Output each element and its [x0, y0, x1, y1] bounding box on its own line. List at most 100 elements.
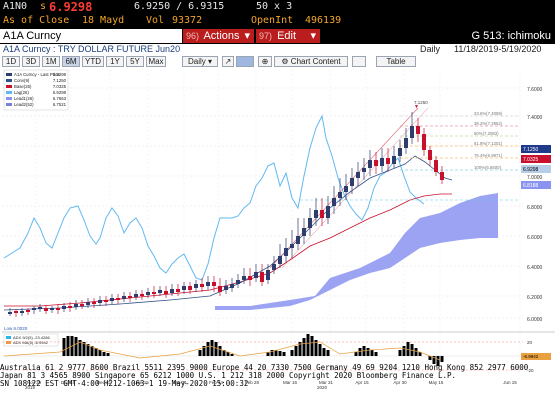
period-button-max[interactable]: Max: [146, 56, 166, 67]
period-button-1y[interactable]: 1Y: [106, 56, 124, 67]
legend-value: 7.1250: [53, 78, 67, 83]
legend-box: [3, 69, 69, 111]
candle-body: [104, 300, 108, 302]
legend-swatch: [6, 79, 12, 82]
candle-body: [404, 138, 408, 148]
chart-type-button[interactable]: [236, 56, 254, 67]
frequency-select[interactable]: Daily ▾: [182, 56, 218, 67]
histogram-bar: [406, 342, 410, 356]
candle-body: [272, 264, 276, 270]
chart-panel: A1A Curncy : TRY DOLLAR FUTURE Jun20 Dai…: [0, 44, 555, 400]
high-marker-label: 7.1250: [414, 100, 428, 105]
histogram-bar: [374, 352, 378, 356]
year-axis-label: 2019: [25, 385, 36, 390]
sub-right-label: -6.9942: [523, 354, 539, 359]
date-axis-label: Apr 30: [393, 380, 407, 385]
candle-body: [242, 276, 246, 280]
date-range: 11/18/2019-5/19/2020: [454, 44, 542, 54]
period-button-5y[interactable]: 5Y: [126, 56, 144, 67]
security-input[interactable]: A1A Curncy: [0, 29, 182, 43]
period-button-6m[interactable]: 6M: [62, 56, 80, 67]
candle-body: [230, 284, 234, 288]
actions-menu-button[interactable]: 96) Actions ▾: [183, 29, 254, 43]
legend-label: Conv(9): [14, 78, 30, 83]
date-axis-label: Feb 14: [209, 380, 224, 385]
edit-menu-button[interactable]: 97) Edit ▾: [256, 29, 320, 43]
candle-body: [398, 148, 402, 156]
sub-legend-label: ADX MA(5) -6.9942: [13, 340, 49, 345]
histogram-bar: [202, 346, 206, 356]
histogram-bar: [398, 350, 402, 356]
candle-body: [428, 150, 432, 160]
candle-body: [296, 236, 300, 244]
histogram-bar: [198, 350, 202, 356]
chevron-down-icon: ▾: [310, 30, 316, 42]
period-button-3d[interactable]: 3D: [22, 56, 40, 67]
candle-body: [386, 158, 390, 164]
candle-body: [188, 286, 192, 290]
candle-body: [332, 198, 336, 206]
histogram-bar: [278, 351, 282, 356]
candle-body: [254, 272, 258, 278]
open-interest-value: 496139: [305, 15, 342, 26]
draw-tool-button[interactable]: ↗: [222, 56, 234, 67]
candle-body: [440, 172, 444, 180]
histogram-bar: [354, 352, 358, 356]
candle-body: [32, 308, 36, 310]
legend-swatch: [6, 103, 12, 106]
histogram-bar: [440, 356, 444, 362]
histogram-bar: [432, 356, 436, 364]
candle-body: [410, 126, 414, 138]
histogram-bar: [428, 356, 432, 360]
histogram-bar: [414, 348, 418, 356]
frequency-label: Daily: [420, 44, 441, 54]
histogram-bar: [294, 346, 298, 356]
candle-body: [158, 290, 162, 293]
base-line: [4, 193, 452, 307]
sub-legend-swatch: [6, 336, 11, 339]
add-button[interactable]: ⊕: [258, 56, 272, 67]
candle-body: [362, 168, 366, 172]
right-value-label: 6.9298: [523, 167, 539, 173]
histogram-bar: [418, 352, 422, 356]
histogram-bar: [366, 348, 370, 356]
price-axis-label: 6.4000: [527, 265, 543, 271]
candle-body: [224, 286, 228, 290]
candle-body: [218, 286, 222, 292]
legend-value: 6.9298: [53, 72, 67, 77]
candle-body: [212, 282, 216, 286]
histogram-bar: [102, 352, 106, 356]
histogram-bar: [94, 348, 98, 356]
actions-shortcut: 96): [186, 31, 200, 41]
date-axis-label: Apr 15: [355, 380, 369, 385]
histogram-bar: [302, 338, 306, 356]
candle-body: [302, 228, 306, 236]
candle-body: [356, 172, 360, 178]
candle-body: [140, 294, 144, 296]
legend-value: 6.7663: [53, 96, 67, 101]
info-bar: A1A Curncy : TRY DOLLAR FUTURE Jun20 Dai…: [0, 44, 555, 55]
date-axis-label: Mar 31: [319, 380, 334, 385]
chart-content-button[interactable]: ⚙ Chart Content: [274, 56, 348, 67]
chart-area[interactable]: 7.60007.40007.20007.00006.80006.60006.40…: [0, 68, 555, 390]
histogram-bar: [306, 334, 310, 356]
table-icon-button[interactable]: [352, 56, 366, 67]
trend-line: [281, 107, 429, 269]
histogram-bar: [230, 354, 234, 356]
sub-legend-swatch: [6, 341, 11, 344]
candle-body: [278, 256, 282, 264]
candle-body: [14, 311, 18, 313]
period-button-1m[interactable]: 1M: [42, 56, 60, 67]
candle-body: [56, 308, 60, 310]
candle-body: [176, 289, 180, 292]
candle-body: [392, 156, 396, 164]
table-button[interactable]: Table: [376, 56, 416, 67]
close-date: 18 Mayd: [82, 15, 125, 26]
histogram-bar: [66, 336, 70, 356]
candle-body: [80, 304, 84, 306]
date-axis-label: Feb 28: [245, 380, 260, 385]
period-button-1d[interactable]: 1D: [2, 56, 20, 67]
page-title: G 513: ichimoku: [471, 30, 551, 42]
period-button-ytd[interactable]: YTD: [82, 56, 104, 67]
candle-body: [338, 192, 342, 198]
